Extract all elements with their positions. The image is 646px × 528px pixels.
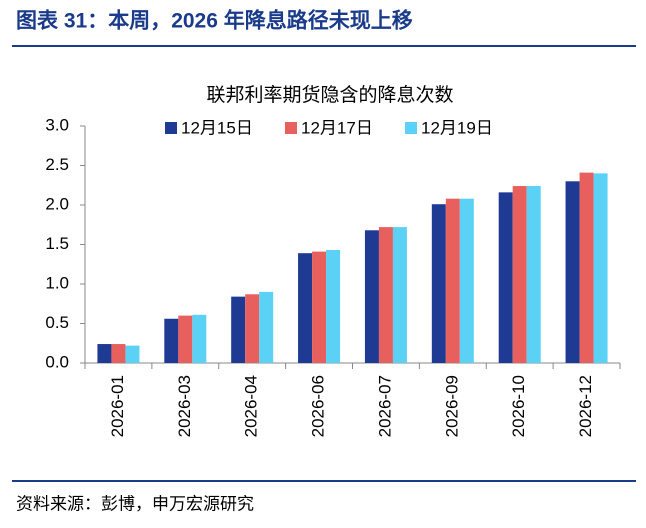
- bar: [431, 204, 446, 363]
- bar: [178, 315, 193, 363]
- header-title: 图表 31：本周，2026 年降息路径未现上移: [16, 9, 413, 33]
- y-tick-label: 2.0: [45, 194, 69, 213]
- legend-swatch: [165, 122, 177, 134]
- bar: [593, 173, 608, 363]
- y-tick-label: 2.5: [45, 155, 69, 174]
- bar: [512, 186, 527, 363]
- bar: [378, 227, 393, 363]
- bar: [164, 318, 179, 363]
- x-tick-label: 2026-01: [108, 375, 127, 437]
- x-tick-label: 2026-10: [509, 375, 528, 437]
- bar: [459, 198, 474, 363]
- bar: [259, 291, 274, 363]
- bar: [565, 181, 580, 363]
- x-tick-label: 2026-03: [175, 375, 194, 437]
- x-tick-label: 2026-12: [576, 375, 595, 437]
- bar: [579, 172, 594, 363]
- x-tick-label: 2026-06: [309, 375, 328, 437]
- bar: [245, 294, 260, 363]
- bar: [111, 344, 126, 363]
- legend-swatch: [405, 122, 417, 134]
- x-tick-label: 2026-04: [242, 375, 261, 437]
- x-tick-label: 2026-09: [442, 375, 461, 437]
- legend-label: 12月19日: [421, 118, 493, 137]
- x-tick-label: 2026-07: [375, 375, 394, 437]
- y-tick-label: 0.5: [45, 313, 69, 332]
- bar: [364, 230, 379, 363]
- y-tick-label: 0.0: [45, 352, 69, 371]
- legend-swatch: [285, 122, 297, 134]
- bar: [192, 314, 207, 363]
- source: 资料来源：彭博，申万宏源研究: [16, 494, 254, 513]
- bar: [231, 296, 246, 363]
- chart-title: 联邦利率期货隐含的降息次数: [206, 84, 453, 106]
- bar: [298, 253, 313, 363]
- y-tick-label: 3.0: [45, 115, 69, 134]
- y-tick-label: 1.0: [45, 273, 69, 292]
- bar: [326, 250, 341, 363]
- bar: [97, 344, 112, 363]
- bar: [392, 227, 407, 363]
- legend-label: 12月17日: [301, 118, 373, 137]
- bar: [498, 192, 513, 363]
- bar: [445, 198, 460, 363]
- y-tick-label: 1.5: [45, 234, 69, 253]
- bar: [526, 186, 541, 363]
- bar: [125, 345, 140, 363]
- legend-label: 12月15日: [181, 118, 253, 137]
- bar: [312, 251, 327, 363]
